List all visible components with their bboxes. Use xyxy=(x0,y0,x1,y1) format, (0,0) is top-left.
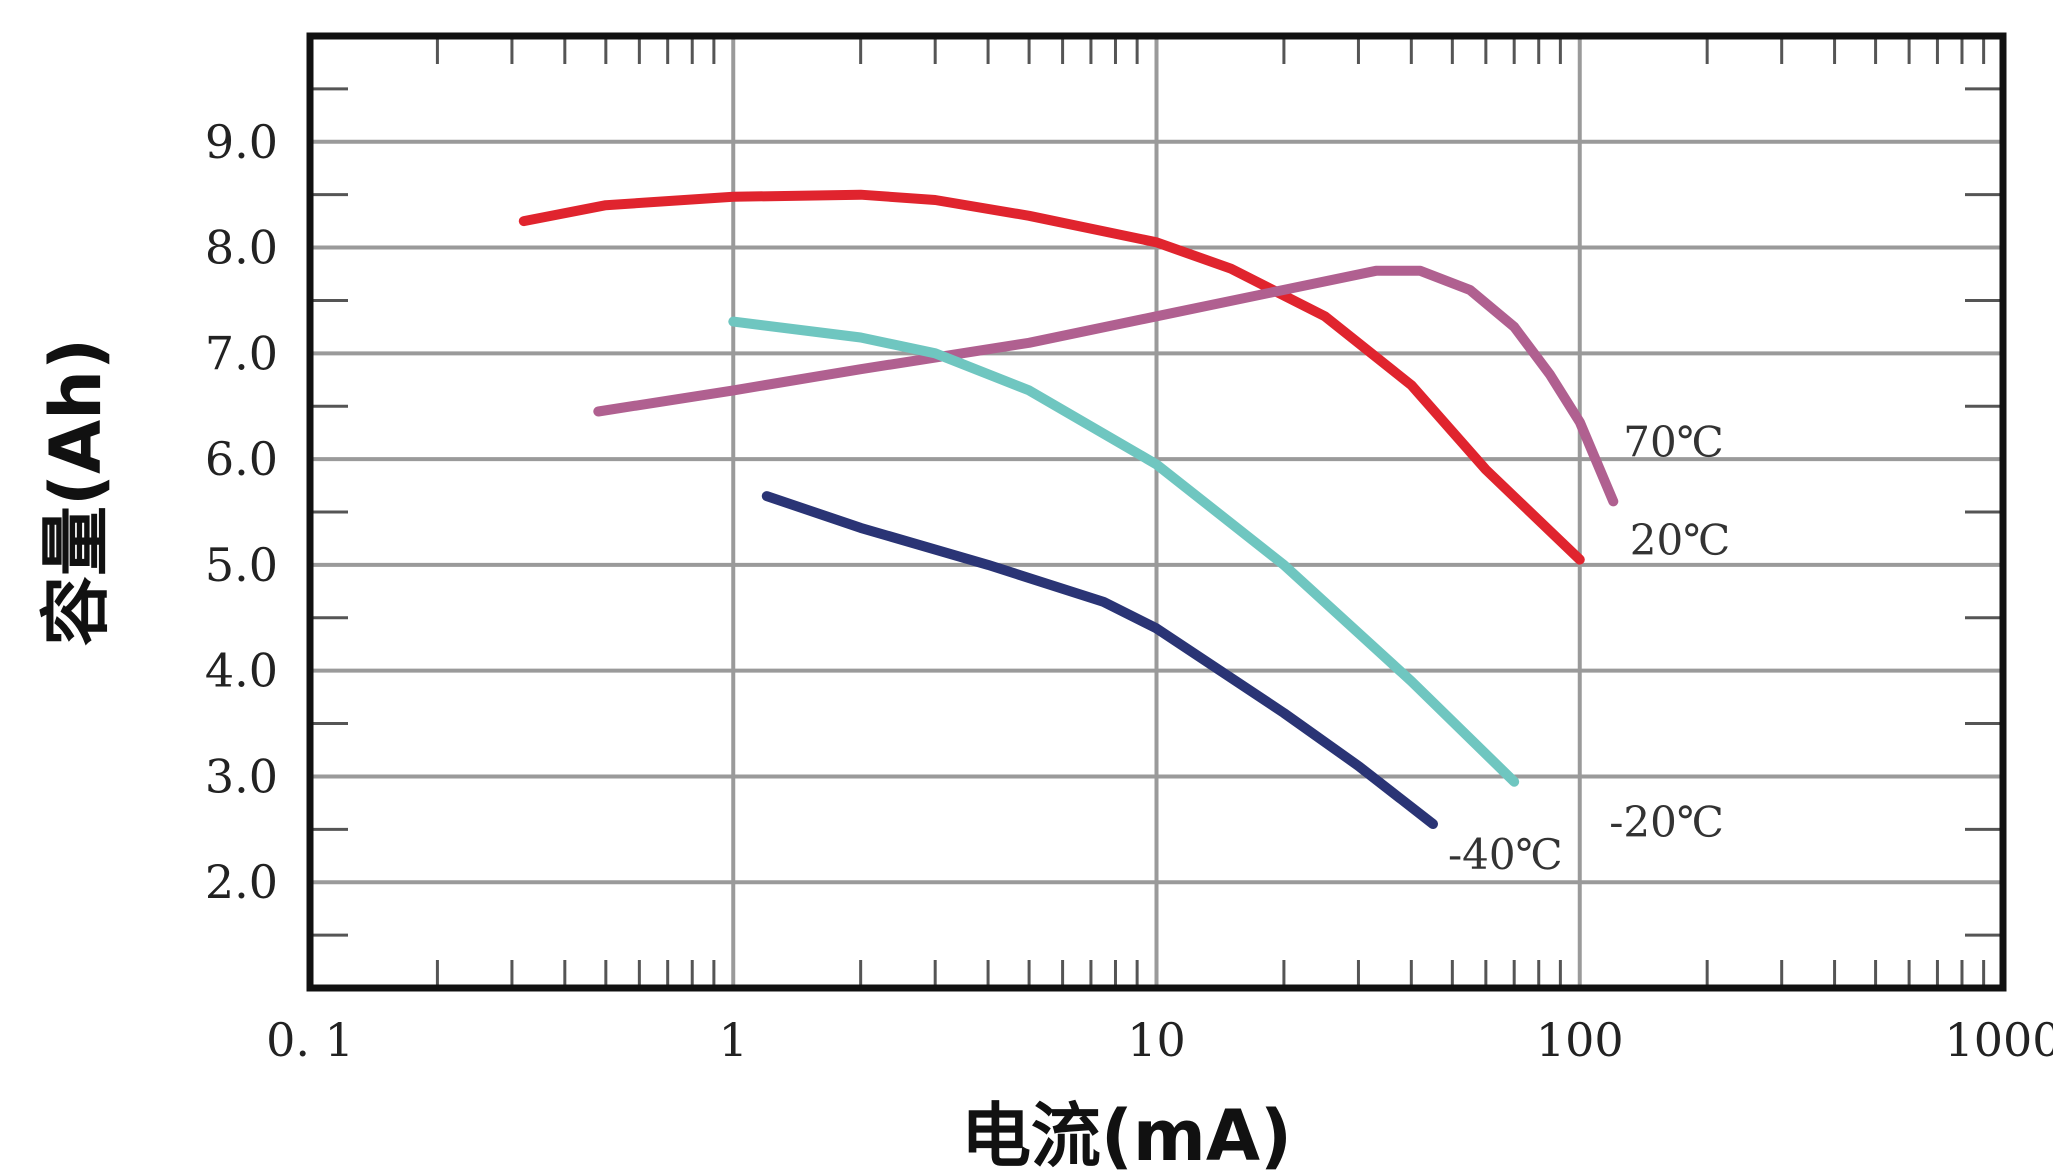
y-tick-label: 4.0 xyxy=(205,644,278,698)
y-tick-label: 6.0 xyxy=(205,432,278,486)
y-tick-label: 7.0 xyxy=(205,326,278,380)
series-lines xyxy=(518,189,1619,829)
x-tick-label: 10 xyxy=(1127,1013,1186,1067)
y-tick-label: 2.0 xyxy=(205,855,278,909)
grid xyxy=(310,36,2003,988)
series-line-3 xyxy=(761,491,1438,829)
series-label-2: -20℃ xyxy=(1609,798,1724,847)
series-label-1: 70℃ xyxy=(1623,417,1723,466)
y-tick-label: 5.0 xyxy=(205,538,278,592)
x-tick-label: 1000 xyxy=(1944,1013,2053,1067)
series-line-0 xyxy=(518,189,1585,565)
x-tick-label: 1 xyxy=(719,1013,748,1067)
series-label-3: -40℃ xyxy=(1448,830,1563,879)
y-tick-label: 8.0 xyxy=(205,221,278,275)
series-line-1 xyxy=(593,265,1619,507)
y-axis-title: 容量(Ah) xyxy=(35,338,117,646)
x-axis-title: 电流(mA) xyxy=(961,1095,1292,1174)
series-line-2 xyxy=(728,316,1520,787)
y-tick-label: 3.0 xyxy=(205,749,278,803)
x-tick-label: 0. 1 xyxy=(266,1013,354,1067)
series-label-0: 20℃ xyxy=(1630,516,1730,565)
tick-labels: 20℃ 70℃ -20℃ -40℃ 2.0 3.0 4.0 5.0 6.0 7.0 8.0 9.0 0.… xyxy=(205,115,2053,1067)
y-tick-label: 9.0 xyxy=(205,115,278,169)
x-tick-label: 100 xyxy=(1536,1013,1624,1067)
plot-frame xyxy=(306,32,2007,992)
axis-ticks xyxy=(310,36,2003,988)
